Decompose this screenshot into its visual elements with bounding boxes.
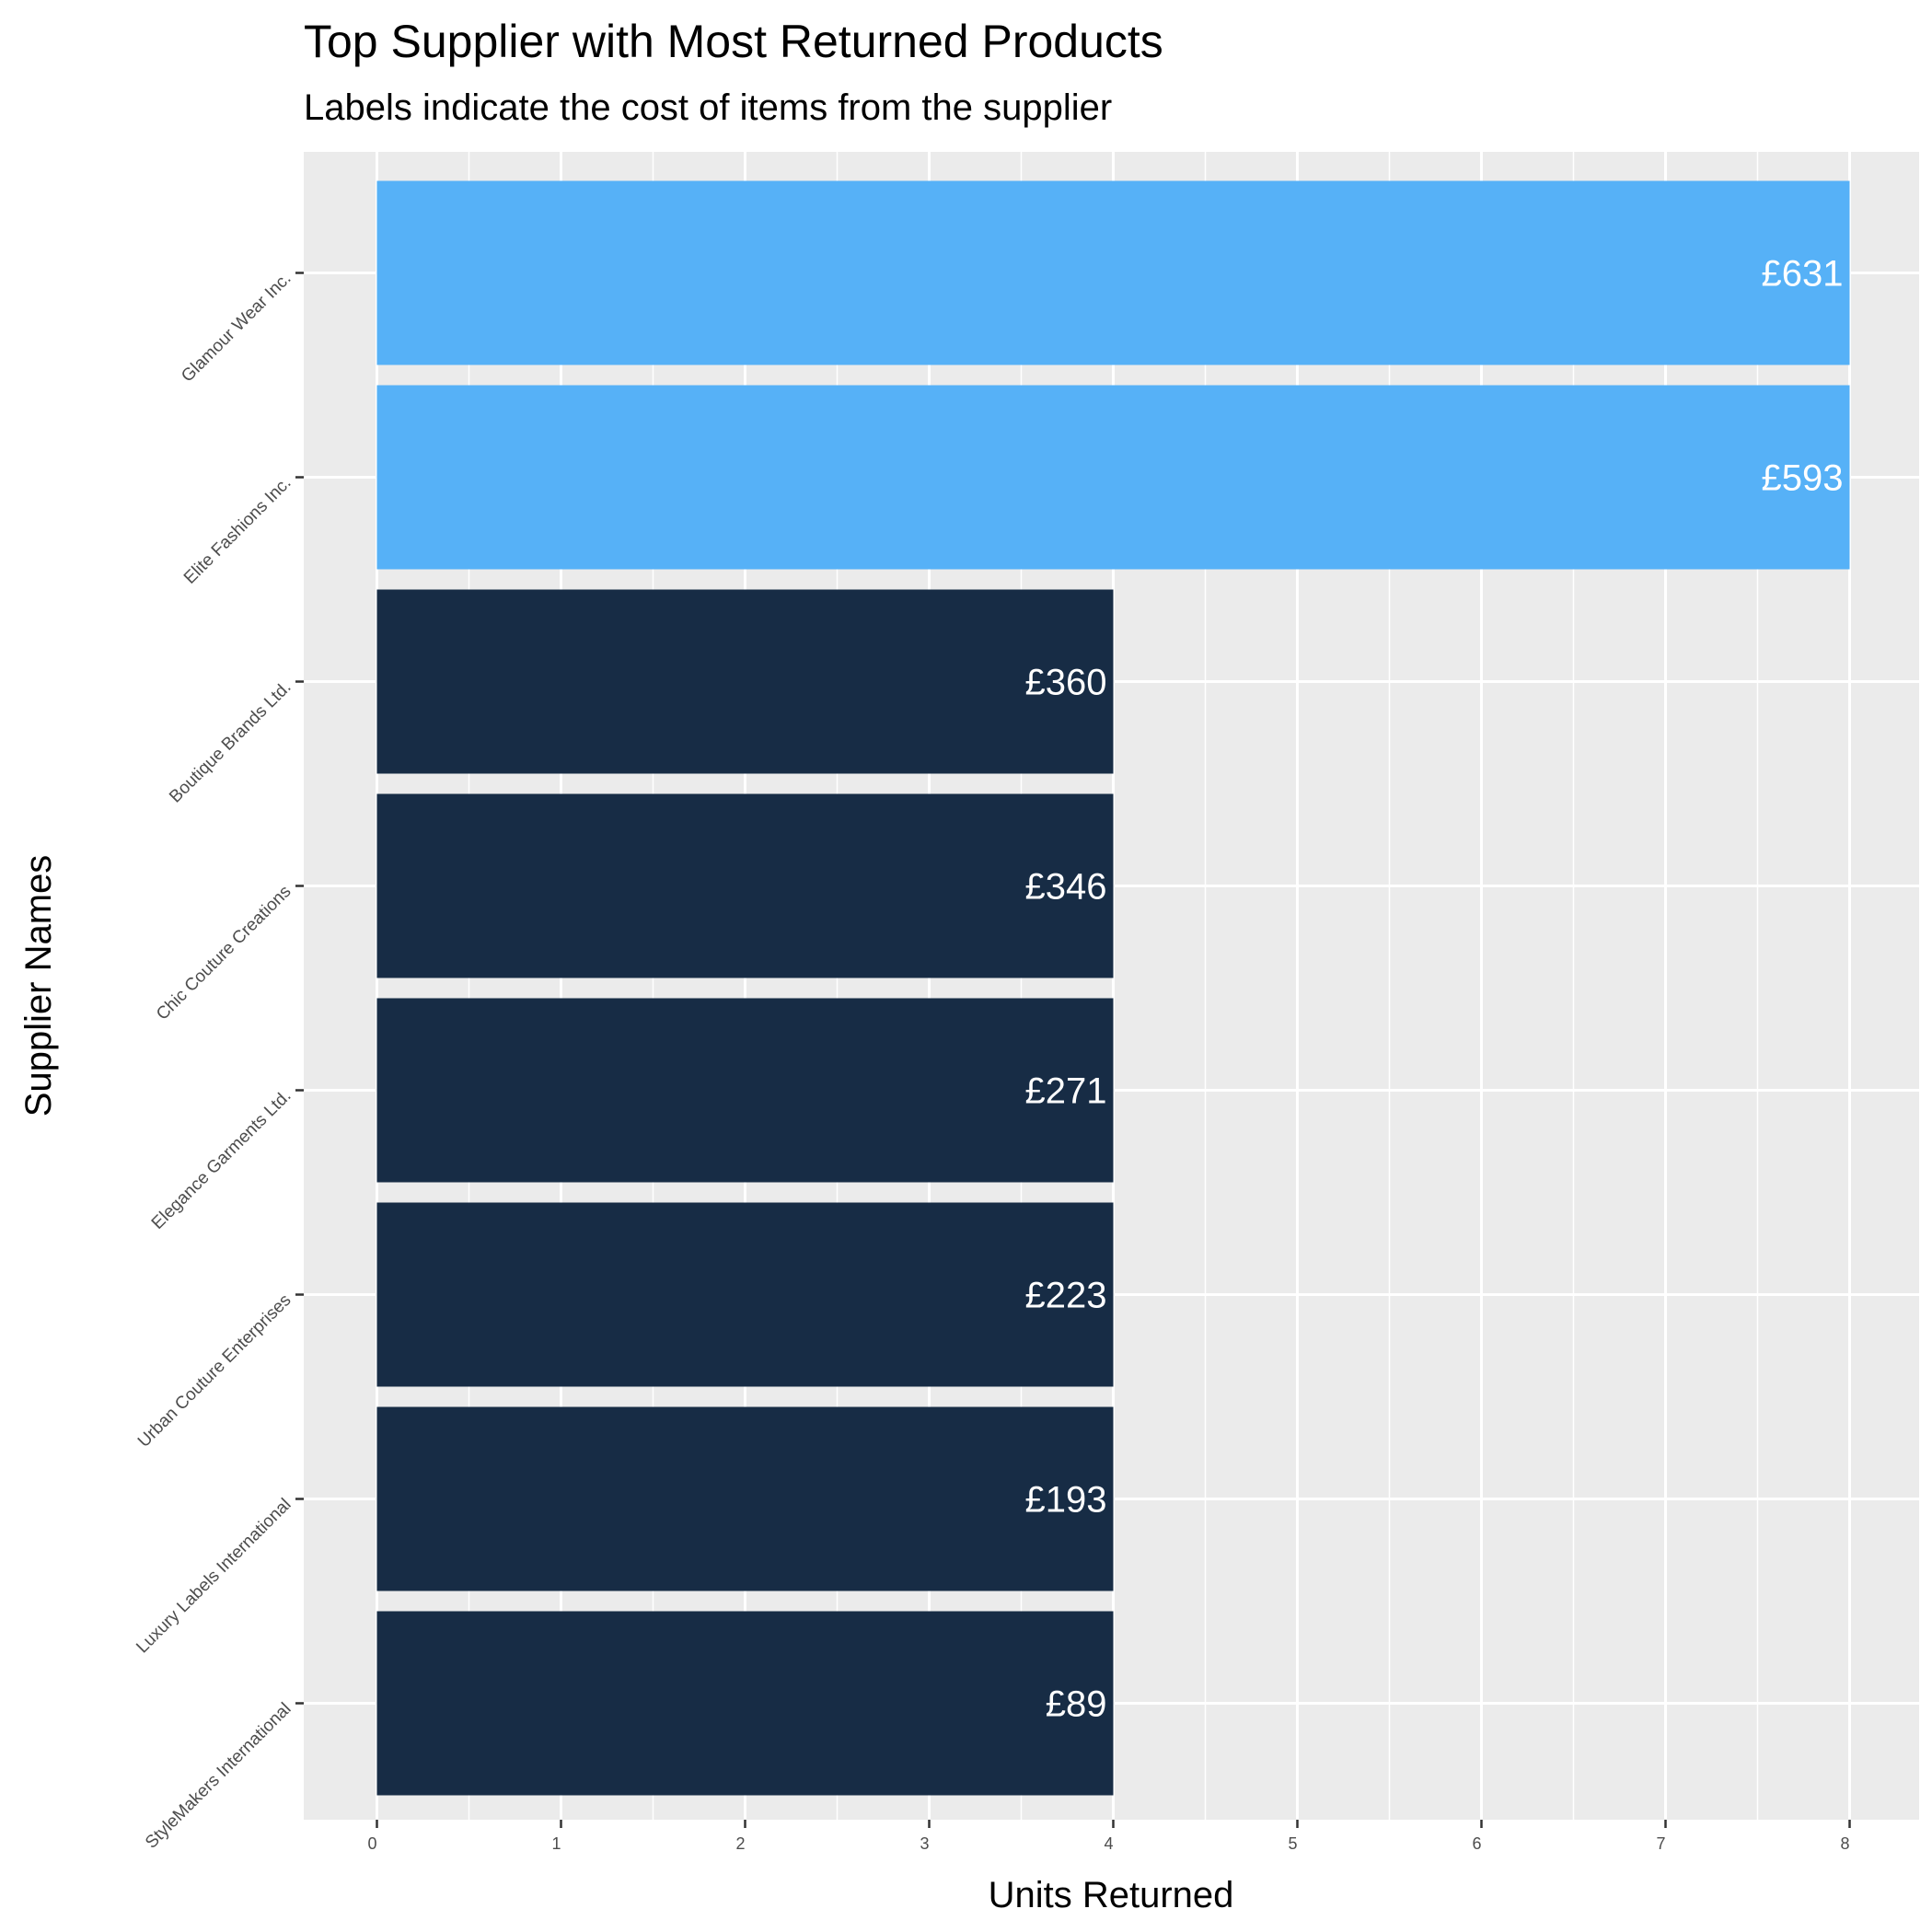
x-tick-label: 0 [367,1834,376,1853]
bar [376,1406,1114,1591]
y-category-label: Luxury Labels International [133,1495,295,1657]
bar [376,385,1850,570]
y-category-label: Chic Couture Creations [153,882,295,1024]
x-tick-label: 6 [1472,1834,1481,1853]
bar-value-label: £346 [1025,867,1107,908]
bar [376,180,1850,365]
x-tick-label: 8 [1840,1834,1849,1853]
y-category-label: Elite Fashions Inc. [180,473,295,588]
y-category-label: StyleMakers International [142,1699,295,1852]
bar-value-label: £89 [1046,1684,1107,1725]
chart-title: Top Supplier with Most Returned Products [304,16,1163,67]
x-tick-label: 3 [920,1834,929,1853]
bar [376,1611,1114,1796]
x-tick-label: 7 [1656,1834,1665,1853]
y-category-label: Urban Couture Enterprises [134,1290,295,1452]
x-tick-label: 4 [1104,1834,1113,1853]
bar-value-labels: £631 £593 £360 £346 £271 £223 £193 £89 [1025,254,1844,1725]
bar-value-label: £593 [1762,458,1844,499]
bar [376,589,1114,774]
x-tick-label: 1 [551,1834,561,1853]
chart-subtitle: Labels indicate the cost of items from t… [304,87,1112,128]
bar [376,998,1114,1183]
bar-value-label: £271 [1025,1071,1107,1112]
y-category-label: Glamour Wear Inc. [178,269,295,386]
x-tick-label: 5 [1288,1834,1297,1853]
y-category-label: Elegance Garments Ltd. [148,1086,295,1233]
bars [376,180,1850,1796]
y-category-label: Boutique Brands Ltd. [166,677,295,806]
y-axis: Glamour Wear Inc. Elite Fashions Inc. Bout… [133,269,304,1853]
bar-value-label: £223 [1025,1276,1107,1316]
bar-value-label: £360 [1025,663,1107,703]
x-tick-label: 2 [735,1834,745,1853]
bar [376,1202,1114,1387]
bar-value-label: £193 [1025,1480,1107,1521]
y-axis-title: Supplier Names [18,855,59,1117]
x-axis-title: Units Returned [989,1875,1234,1915]
x-axis: 0 1 2 3 4 5 6 7 8 [367,1820,1851,1853]
bar-value-label: £631 [1762,254,1844,295]
bar [376,793,1114,978]
